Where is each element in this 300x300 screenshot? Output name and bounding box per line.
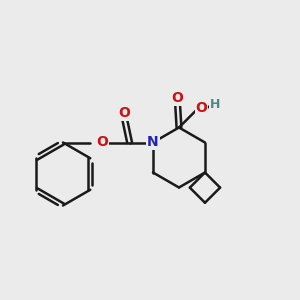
Text: H: H: [210, 98, 220, 112]
Text: O: O: [196, 101, 207, 115]
Text: N: N: [147, 136, 159, 149]
Text: O: O: [118, 106, 130, 120]
Text: O: O: [97, 136, 109, 149]
Text: O: O: [172, 92, 183, 105]
